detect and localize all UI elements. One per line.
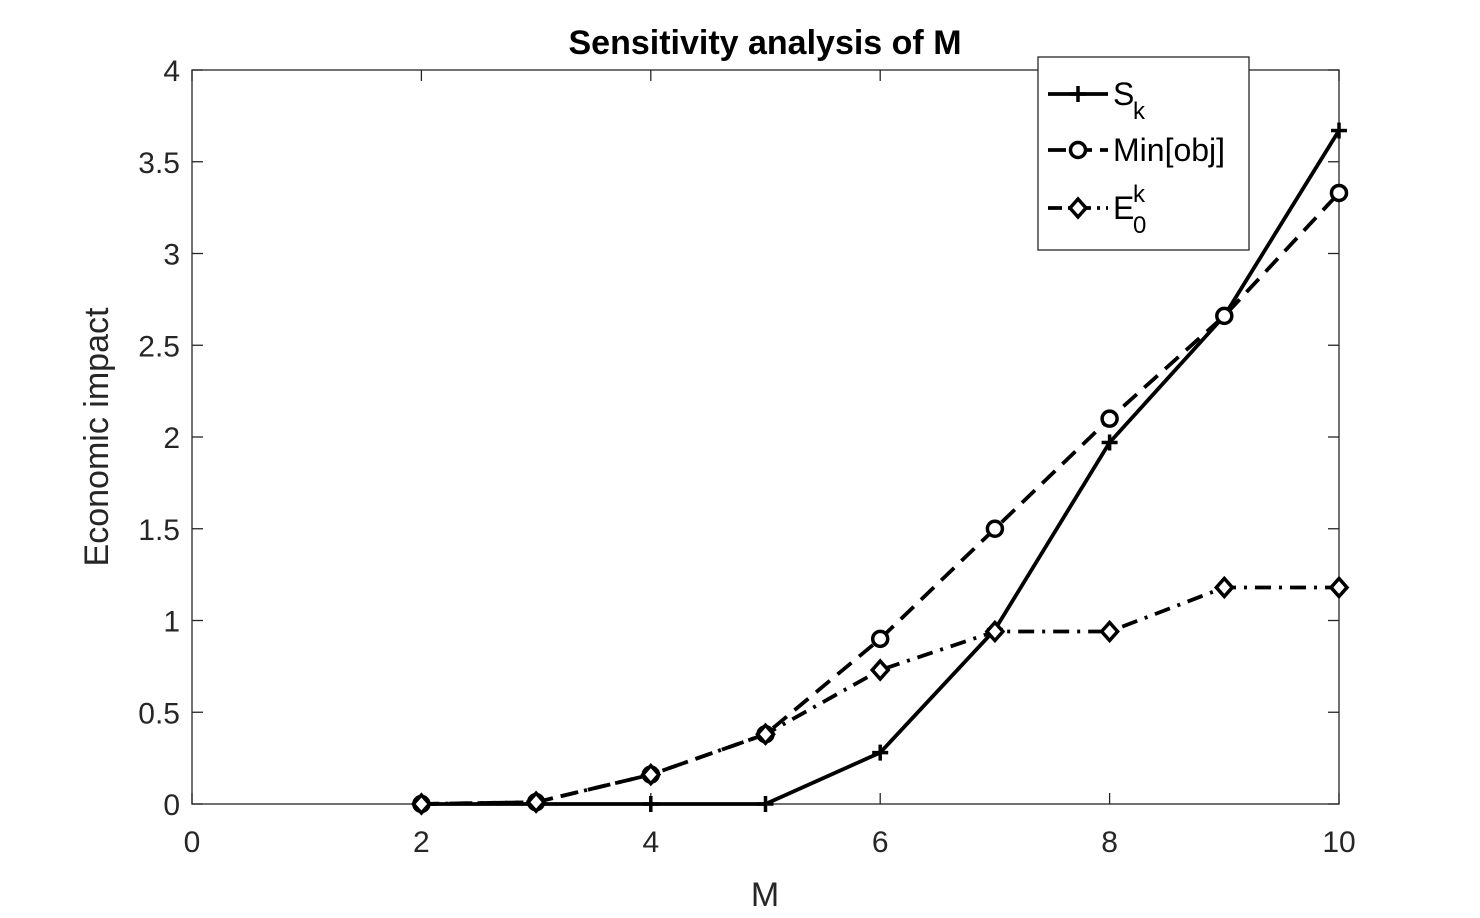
y-tick-label: 4: [163, 55, 180, 88]
y-tick-label: 1.5: [138, 514, 180, 547]
series-3-point: [1328, 575, 1350, 600]
series-2-point: [1329, 183, 1349, 203]
series-line-3: [421, 585, 1339, 806]
y-tick-label: 1: [163, 606, 180, 639]
legend-marker-1: [1070, 86, 1086, 102]
y-tick-label: 2: [163, 422, 180, 455]
series-3-point: [1099, 619, 1120, 644]
plot-area: 0 2 4 6 8 10 0 0.5 1 1.5 2 2.5 3 3.5 4: [138, 55, 1355, 859]
series-1-point: [757, 796, 774, 812]
series-3-point: [525, 790, 547, 814]
x-tick-label: 6: [872, 826, 889, 859]
series-3-point: [640, 763, 662, 787]
y-tick-label: 0.5: [138, 697, 180, 730]
series-3-point: [1213, 575, 1235, 600]
x-tick-label: 10: [1322, 826, 1355, 859]
y-axis-label: Economic impact: [78, 307, 116, 566]
chart-title: Sensitivity analysis of M: [568, 24, 961, 62]
y-tick-label: 3.5: [138, 147, 180, 180]
series-2-point: [1215, 306, 1234, 326]
y-tick-label: 0: [163, 789, 180, 822]
series-2-point: [870, 629, 890, 649]
series-1-point: [1101, 434, 1118, 451]
legend-marker-2: [1068, 140, 1088, 160]
series-3-point: [411, 792, 432, 816]
legend-marker-3: [1067, 196, 1089, 220]
series-3-point: [869, 658, 891, 682]
y-tick-label: 3: [163, 239, 180, 272]
legend-subscript: k: [1133, 98, 1146, 125]
x-tick-label: 0: [184, 826, 201, 859]
x-tick-label: 8: [1101, 826, 1118, 859]
series-1-point: [642, 796, 659, 812]
series-1-point: [1331, 122, 1347, 139]
series-1-point: [872, 744, 889, 761]
series-3-point: [755, 722, 776, 746]
series-2-point: [1100, 409, 1119, 428]
legend-subscript: 0: [1133, 212, 1146, 239]
x-tick-label: 2: [413, 826, 430, 859]
series-2-point: [985, 519, 1005, 538]
legend-superscript: k: [1133, 181, 1146, 208]
series-3-point: [984, 619, 1006, 644]
legend-label-2: Min[obj]: [1113, 132, 1225, 168]
x-axis-label: M: [751, 876, 779, 914]
x-tick-label: 4: [642, 826, 659, 859]
y-tick-label: 2.5: [138, 330, 180, 363]
